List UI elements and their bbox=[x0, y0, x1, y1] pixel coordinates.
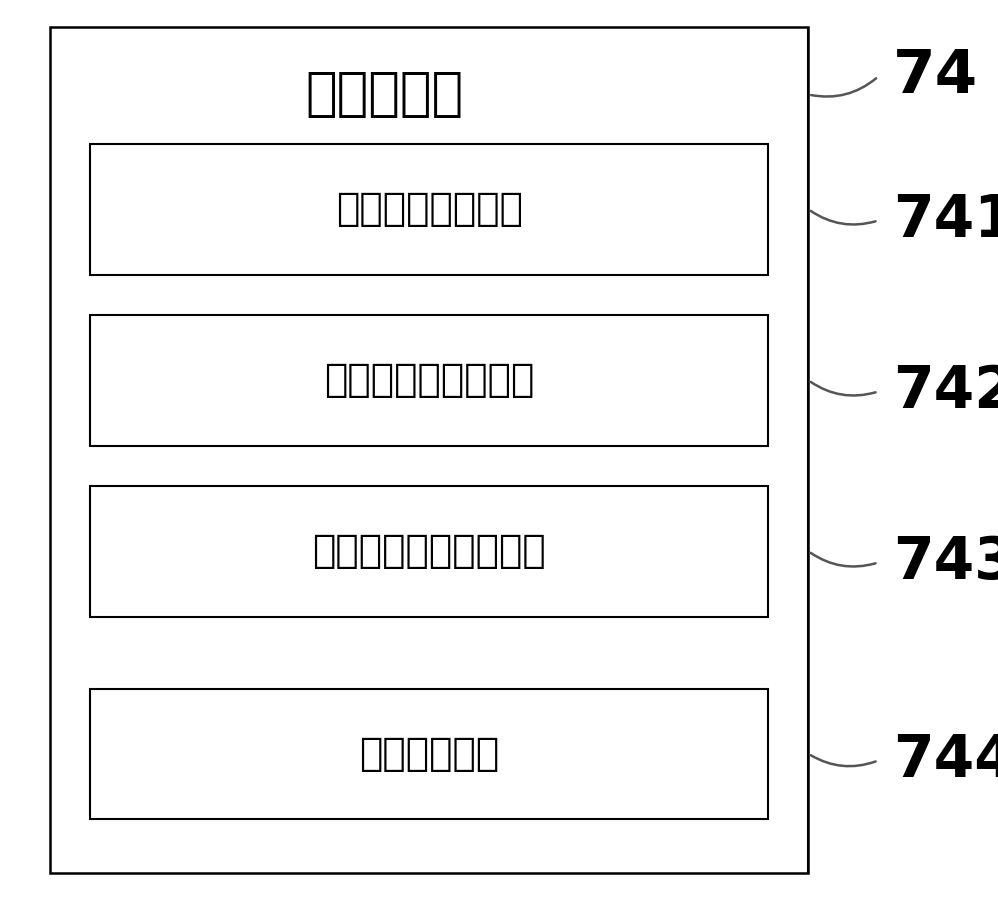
Text: 742: 742 bbox=[893, 363, 998, 420]
Bar bbox=[90, 688, 768, 819]
Bar bbox=[50, 27, 808, 873]
Bar bbox=[90, 486, 768, 617]
Bar bbox=[90, 144, 768, 274]
Text: 补偿控制模块: 补偿控制模块 bbox=[359, 734, 499, 773]
Bar bbox=[90, 315, 768, 446]
Text: 74: 74 bbox=[893, 47, 978, 106]
Text: 744: 744 bbox=[893, 732, 998, 789]
Text: 电压电流信号获取模块: 电压电流信号获取模块 bbox=[312, 532, 546, 571]
Text: 补偿相位获取模块: 补偿相位获取模块 bbox=[335, 190, 523, 229]
Text: 741: 741 bbox=[893, 192, 998, 249]
Text: 补偿电流值获取模块: 补偿电流值获取模块 bbox=[324, 361, 534, 400]
Text: 第二单片机: 第二单片机 bbox=[305, 68, 463, 121]
Text: 743: 743 bbox=[893, 534, 998, 591]
